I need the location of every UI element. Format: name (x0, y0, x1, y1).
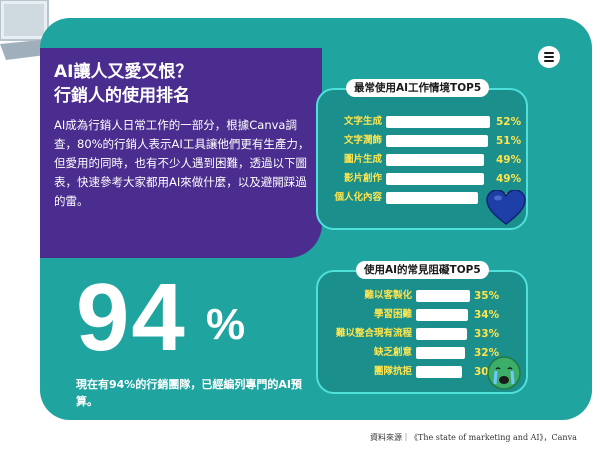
stat-percent-sign: % (206, 300, 246, 349)
bar-value-label: 49% (496, 154, 522, 166)
stat-caption: 現在有94%的行銷團隊，已經編列專門的AI預算。 (76, 378, 302, 408)
bar (416, 366, 462, 378)
bar-label: 圖片生成 (343, 154, 382, 165)
bar-label: 文字生成 (343, 116, 382, 127)
source-note: 資料來源｜《The state of marketing and AI》，Can… (370, 433, 577, 442)
bar-label: 個人化內容 (334, 192, 382, 203)
intro-title-line2: 行銷人的使用排名 (54, 86, 190, 106)
bar-value-label: 51% (496, 135, 522, 147)
bar-value-label: 52% (496, 116, 522, 128)
bar (386, 116, 490, 128)
crying-face-icon (487, 356, 521, 390)
bar-value-label: 32% (474, 347, 500, 359)
bar (386, 135, 488, 147)
bar-label: 影片創作 (343, 173, 382, 184)
bar-label: 文字潤飾 (343, 135, 382, 146)
bar-value-label: 33% (474, 328, 500, 340)
bar (416, 347, 465, 359)
chart-title-obstacles: 使用AI的常見阻礙TOP5 (356, 261, 489, 279)
bar (386, 173, 484, 185)
laptop-icon (0, 0, 70, 60)
bar-label: 團隊抗拒 (373, 366, 412, 377)
bar-label: 學習困難 (373, 309, 412, 320)
blue-heart-icon (486, 190, 526, 225)
bar-value-label: 34% (474, 309, 500, 321)
intro-title: AI讓人又愛又恨？ 行銷人的使用排名 (54, 60, 192, 108)
bar-value-label: 35% (474, 290, 500, 302)
stat-number: 94 (76, 264, 187, 371)
bar-label: 難以整合現有流程 (335, 328, 412, 339)
bar (386, 154, 484, 166)
intro-card (40, 48, 322, 258)
bar-label: 缺乏創意 (373, 347, 412, 358)
intro-title-line1: AI讓人又愛又恨？ (54, 62, 193, 82)
bar (416, 328, 467, 340)
bar (416, 309, 468, 321)
intro-body: AI成為行銷人日常工作的一部分，根據Canva調查，80%的行銷人表示AI工具讓… (54, 118, 310, 208)
bar-label: 難以客製化 (364, 290, 412, 301)
chart-title-usage: 最常使用AI工作情境TOP5 (346, 79, 490, 97)
bar-value-label: 49% (496, 173, 522, 185)
bar (416, 290, 470, 302)
bar (386, 192, 478, 204)
menu-icon[interactable] (538, 46, 560, 68)
